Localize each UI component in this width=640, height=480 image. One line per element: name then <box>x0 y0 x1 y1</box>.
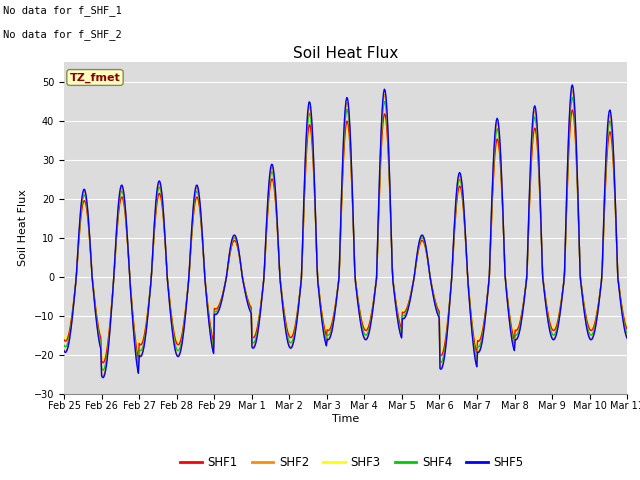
SHF3 <box>216 299 224 305</box>
Title: Soil Heat Flux: Soil Heat Flux <box>293 46 398 61</box>
Line: SHF1: SHF1 <box>64 110 627 363</box>
SHF2 <box>186 253 194 259</box>
Text: No data for f_SHF_2: No data for f_SHF_2 <box>3 29 122 40</box>
Line: SHF3: SHF3 <box>64 115 627 359</box>
Text: No data for f_SHF_1: No data for f_SHF_1 <box>3 5 122 16</box>
SHF4 <box>99 367 107 373</box>
SHF5 <box>415 240 422 246</box>
SHF5 <box>431 303 439 309</box>
SHF1 <box>623 326 631 332</box>
Line: SHF5: SHF5 <box>64 85 627 378</box>
SHF5 <box>623 336 631 341</box>
Line: SHF4: SHF4 <box>64 97 627 370</box>
SHF4 <box>129 316 137 322</box>
SHF5 <box>70 296 78 302</box>
SHF4 <box>568 95 576 100</box>
SHF1 <box>70 294 78 300</box>
SHF2 <box>216 304 224 310</box>
SHF2 <box>415 241 422 247</box>
SHF2 <box>623 335 631 340</box>
Y-axis label: Soil Heat Flux: Soil Heat Flux <box>18 190 28 266</box>
SHF1 <box>216 300 224 306</box>
SHF3 <box>623 324 631 330</box>
SHF5 <box>186 252 194 258</box>
SHF4 <box>60 342 68 348</box>
SHF1 <box>431 298 439 304</box>
SHF4 <box>623 331 631 337</box>
SHF5 <box>129 321 137 326</box>
SHF1 <box>129 312 137 318</box>
SHF3 <box>431 297 439 303</box>
SHF4 <box>431 300 439 306</box>
SHF3 <box>186 257 194 263</box>
SHF1 <box>415 245 422 251</box>
SHF3 <box>415 246 422 252</box>
SHF5 <box>216 305 224 311</box>
SHF4 <box>415 243 422 249</box>
SHF4 <box>186 255 194 261</box>
Line: SHF2: SHF2 <box>64 90 627 376</box>
SHF5 <box>99 375 107 381</box>
SHF3 <box>568 112 576 118</box>
SHF1 <box>60 337 68 343</box>
SHF1 <box>99 360 107 366</box>
SHF5 <box>60 348 68 354</box>
SHF1 <box>568 107 576 113</box>
SHF4 <box>70 295 78 301</box>
SHF5 <box>568 82 576 88</box>
SHF3 <box>129 311 137 316</box>
SHF4 <box>216 302 224 308</box>
SHF2 <box>129 319 137 325</box>
SHF2 <box>70 296 78 302</box>
SHF2 <box>60 347 68 352</box>
Text: TZ_fmet: TZ_fmet <box>70 72 120 83</box>
SHF3 <box>60 334 68 340</box>
SHF3 <box>99 356 107 362</box>
SHF3 <box>70 293 78 299</box>
SHF2 <box>568 87 576 93</box>
Legend: SHF1, SHF2, SHF3, SHF4, SHF5: SHF1, SHF2, SHF3, SHF4, SHF5 <box>175 452 529 474</box>
SHF1 <box>186 257 194 263</box>
SHF2 <box>99 373 107 379</box>
SHF2 <box>431 302 439 308</box>
X-axis label: Time: Time <box>332 414 359 424</box>
